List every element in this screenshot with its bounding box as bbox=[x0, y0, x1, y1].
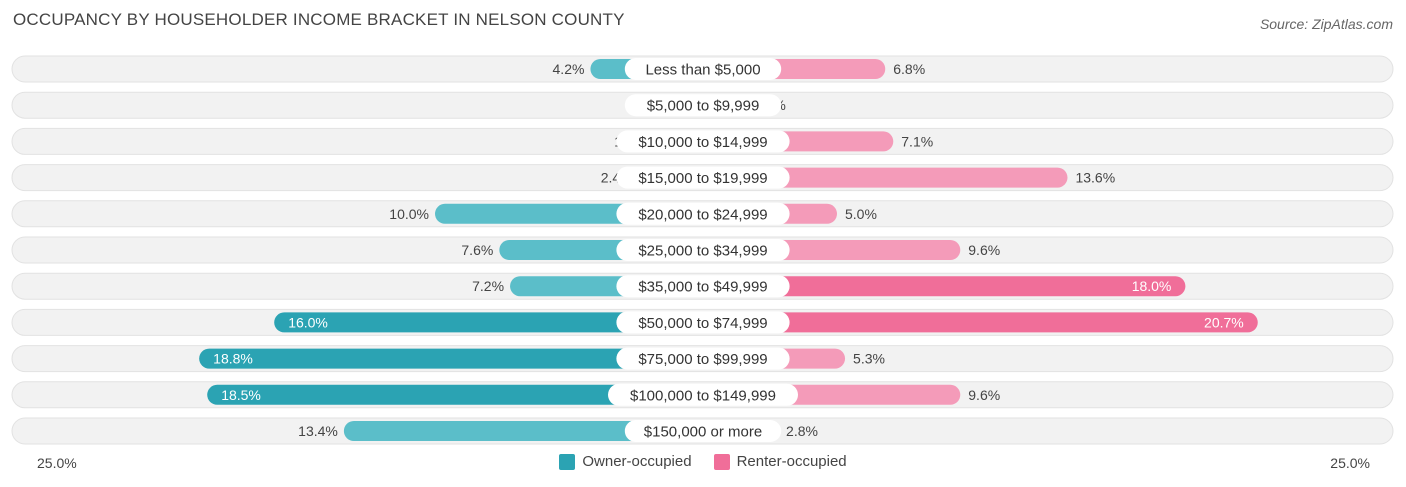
category-label: $100,000 to $149,999 bbox=[630, 387, 776, 404]
axis-right-label: 25.0% bbox=[1330, 455, 1370, 471]
renter-value-label: 13.6% bbox=[1075, 170, 1115, 186]
category-pill bbox=[624, 420, 782, 442]
category-pill bbox=[616, 166, 790, 189]
category-label: Less than $5,000 bbox=[645, 62, 760, 79]
renter-value-label: 5.3% bbox=[853, 351, 885, 367]
legend-label-renter: Renter-occupied bbox=[736, 453, 847, 470]
category-pill bbox=[624, 58, 782, 80]
category-pill bbox=[616, 130, 790, 153]
category-pill bbox=[624, 94, 782, 117]
renter-value-label: 6.8% bbox=[893, 61, 925, 77]
category-label: $150,000 or more bbox=[644, 424, 762, 441]
owner-value-label: 18.8% bbox=[213, 351, 253, 367]
renter-value-label: 9.6% bbox=[968, 242, 1000, 258]
renter-bar bbox=[703, 167, 1068, 188]
legend-item-renter[interactable]: Renter-occupied bbox=[713, 453, 847, 470]
category-pill bbox=[616, 275, 790, 298]
renter-value-label: 18.0% bbox=[1132, 278, 1172, 294]
legend-label-owner: Owner-occupied bbox=[582, 453, 692, 470]
renter-value-label: 9.6% bbox=[968, 387, 1000, 403]
category-pill bbox=[608, 383, 798, 406]
renter-value-label: 20.7% bbox=[1204, 314, 1244, 330]
owner-value-label: 13.4% bbox=[298, 423, 338, 439]
owner-value-label: 7.6% bbox=[461, 242, 493, 258]
category-label: $20,000 to $24,999 bbox=[638, 206, 767, 223]
category-pill bbox=[616, 239, 790, 261]
renter-bar bbox=[703, 312, 1258, 333]
owner-value-label: 16.0% bbox=[288, 314, 328, 330]
category-pill bbox=[616, 311, 790, 334]
category-pill bbox=[616, 347, 790, 370]
category-label: $50,000 to $74,999 bbox=[638, 315, 767, 332]
legend-swatch-renter bbox=[713, 453, 730, 470]
category-label: $10,000 to $14,999 bbox=[638, 134, 767, 151]
category-label: $35,000 to $49,999 bbox=[638, 279, 767, 296]
owner-value-label: 10.0% bbox=[389, 206, 429, 222]
category-label: $75,000 to $99,999 bbox=[638, 351, 767, 368]
category-label: $5,000 to $9,999 bbox=[647, 98, 760, 115]
axis-left-label: 25.0% bbox=[37, 455, 77, 471]
owner-bar bbox=[343, 421, 703, 441]
category-pill bbox=[616, 202, 790, 225]
owner-value-label: 7.2% bbox=[472, 278, 504, 294]
category-label: $15,000 to $19,999 bbox=[638, 170, 767, 187]
owner-value-label: 4.2% bbox=[553, 61, 585, 77]
renter-value-label: 5.0% bbox=[845, 206, 877, 222]
source-credit: Source: ZipAtlas.com bbox=[1259, 16, 1393, 32]
owner-bar bbox=[207, 384, 703, 405]
renter-value-label: 7.1% bbox=[901, 133, 933, 149]
legend: Owner-occupied Renter-occupied bbox=[0, 453, 1406, 470]
owner-bar bbox=[199, 348, 703, 369]
legend-item-owner[interactable]: Owner-occupied bbox=[559, 453, 692, 470]
renter-value-label: 2.8% bbox=[786, 423, 818, 439]
category-label: $25,000 to $34,999 bbox=[638, 243, 767, 260]
owner-value-label: 18.5% bbox=[221, 387, 261, 403]
legend-swatch-owner bbox=[559, 453, 576, 470]
renter-bar bbox=[703, 276, 1186, 297]
owner-bar bbox=[274, 312, 703, 333]
chart-title: OCCUPANCY BY HOUSEHOLDER INCOME BRACKET … bbox=[13, 10, 625, 29]
